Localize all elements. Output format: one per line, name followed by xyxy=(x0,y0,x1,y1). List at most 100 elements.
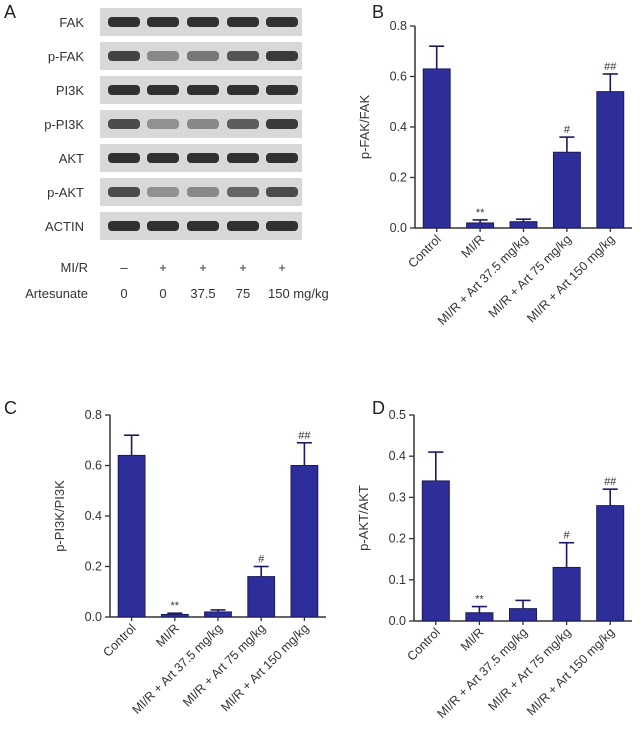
significance-mark: ** xyxy=(476,207,485,219)
bar-mi-r-art-150-mg-kg xyxy=(290,465,319,618)
x-tick-label: MI/R + Art 150 mg/kg xyxy=(524,625,617,718)
blot-band-akt-lane-3 xyxy=(187,153,219,163)
significance-mark: ## xyxy=(298,430,311,442)
y-tick-label: 0.6 xyxy=(85,459,102,473)
significance-mark: ** xyxy=(171,600,180,612)
x-tick-label: Control xyxy=(100,621,138,659)
blot-band-pi3k-lane-4 xyxy=(227,85,259,95)
x-tick-label: MI/R + Art 75 mg/kg xyxy=(485,625,573,713)
x-tick-label: MI/R + Art 75 mg/kg xyxy=(180,621,268,709)
significance-mark: # xyxy=(258,554,265,566)
blot-mir-value-1: – xyxy=(120,260,128,275)
bar-mi-r-art-37-5-mg-kg xyxy=(204,611,232,618)
bar-mi-r-art-37-5-mg-kg xyxy=(508,608,538,622)
significance-mark: # xyxy=(564,124,571,136)
chart-p-akt-akt: 0.0 0.1 0.2 0.3 0.4 0.5 p-AKT/AKT Control ** MI/R… xyxy=(356,408,632,721)
bar-control xyxy=(117,454,146,618)
chart-p-fak-fak: 0.00.20.40.60.8p-FAK/FAKControl**MI/RMI/… xyxy=(357,19,632,328)
significance-mark: ## xyxy=(604,61,617,73)
blot-label-actin: ACTIN xyxy=(45,219,84,234)
blot-mir-value-4: + xyxy=(239,260,247,275)
bar-control xyxy=(422,68,451,229)
blot-band-p-fak-lane-3 xyxy=(187,51,219,61)
blot-band-actin-lane-3 xyxy=(187,221,219,231)
blot-artesunate-value-5: 150 mg/kg xyxy=(268,286,329,301)
blot-band-pi3k-lane-1 xyxy=(108,85,140,95)
panel-letter-a: A xyxy=(4,2,16,22)
blot-band-p-akt-lane-1 xyxy=(108,187,140,197)
blot-row-label-mir: MI/R xyxy=(61,260,88,275)
bar-mi-r-art-75-mg-kg xyxy=(552,151,581,229)
blot-band-p-akt-lane-2 xyxy=(147,187,179,197)
blot-label-p-fak: p-FAK xyxy=(48,49,84,64)
blot-artesunate-value-3: 37.5 xyxy=(190,286,215,301)
y-tick-label: 0.8 xyxy=(85,408,102,422)
blot-artesunate-value-4: 75 xyxy=(236,286,250,301)
bar-mi-r-art-150-mg-kg xyxy=(596,91,625,229)
panel-letter-c: C xyxy=(4,398,17,418)
x-tick-label: MI/R xyxy=(459,232,488,261)
significance-mark: ## xyxy=(604,476,617,488)
panel-letter-b: B xyxy=(372,2,384,22)
x-tick-label: MI/R xyxy=(458,625,487,654)
y-tick-label: 0.4 xyxy=(389,449,406,463)
blot-band-p-pi3k-lane-3 xyxy=(187,119,219,129)
x-tick-label: MI/R + Art 150 mg/kg xyxy=(218,621,311,714)
blot-mir-value-5: + xyxy=(278,260,286,275)
western-blot-panel: FAK p-FAK PI3K p-PI3K AKT p-AKT ACTIN MI/R – + + + +… xyxy=(25,8,329,301)
blot-band-fak-lane-5 xyxy=(266,17,298,27)
y-axis-label: p-FAK/FAK xyxy=(357,95,372,160)
blot-band-akt-lane-5 xyxy=(266,153,298,163)
blot-band-p-fak-lane-4 xyxy=(227,51,259,61)
y-tick-label: 0.4 xyxy=(85,509,102,523)
y-tick-label: 0.2 xyxy=(390,171,407,185)
bar-control xyxy=(421,480,450,622)
blot-artesunate-value-1: 0 xyxy=(120,286,127,301)
significance-mark: # xyxy=(564,530,571,542)
y-tick-label: 0.6 xyxy=(390,70,407,84)
blot-band-p-fak-lane-2 xyxy=(147,51,179,61)
blot-band-fak-lane-4 xyxy=(227,17,259,27)
blot-band-fak-lane-1 xyxy=(108,17,140,27)
blot-row-label-artesunate: Artesunate xyxy=(25,286,88,301)
blot-band-akt-lane-2 xyxy=(147,153,179,163)
blot-band-p-fak-lane-1 xyxy=(108,51,140,61)
blot-band-akt-lane-1 xyxy=(108,153,140,163)
blot-band-p-akt-lane-3 xyxy=(187,187,219,197)
x-tick-label: MI/R xyxy=(153,621,182,650)
y-tick-label: 0.8 xyxy=(390,19,407,33)
blot-band-p-akt-lane-5 xyxy=(266,187,298,197)
blot-mir-value-2: + xyxy=(159,260,167,275)
bar-mi-r-art-37-5-mg-kg xyxy=(509,221,538,229)
y-tick-label: 0.0 xyxy=(85,610,102,624)
y-tick-label: 0.5 xyxy=(389,408,406,422)
blot-band-actin-lane-5 xyxy=(266,221,298,231)
bar-mi-r xyxy=(160,613,189,618)
blot-band-p-pi3k-lane-2 xyxy=(147,119,179,129)
x-tick-label: Control xyxy=(405,625,443,663)
blot-band-actin-lane-2 xyxy=(147,221,179,231)
chart-p-pi3k-pi3k: 0.00.20.40.60.8p-PI3K/PI3KControl**MI/RM… xyxy=(52,408,326,717)
blot-band-pi3k-lane-3 xyxy=(187,85,219,95)
y-axis-label: p-AKT/AKT xyxy=(356,485,371,551)
blot-band-p-pi3k-lane-1 xyxy=(108,119,140,129)
x-tick-label: MI/R + Art 150 mg/kg xyxy=(524,232,617,325)
y-tick-label: 0.2 xyxy=(389,532,406,546)
blot-band-actin-lane-1 xyxy=(108,221,140,231)
blot-artesunate-value-2: 0 xyxy=(159,286,166,301)
y-tick-label: 0.4 xyxy=(390,120,407,134)
significance-mark: ** xyxy=(475,594,484,606)
blot-band-p-fak-lane-5 xyxy=(266,51,298,61)
blot-band-fak-lane-2 xyxy=(147,17,179,27)
bar-mi-r-art-150-mg-kg xyxy=(596,505,625,622)
y-tick-label: 0.0 xyxy=(390,221,407,235)
y-tick-label: 0.3 xyxy=(389,490,406,504)
blot-label-pi3k: PI3K xyxy=(56,83,85,98)
blot-band-pi3k-lane-2 xyxy=(147,85,179,95)
blot-band-pi3k-lane-5 xyxy=(266,85,298,95)
blot-band-p-pi3k-lane-4 xyxy=(227,119,259,129)
bar-mi-r-art-75-mg-kg xyxy=(552,566,581,622)
blot-label-fak: FAK xyxy=(59,15,84,30)
blot-band-p-pi3k-lane-5 xyxy=(266,119,298,129)
